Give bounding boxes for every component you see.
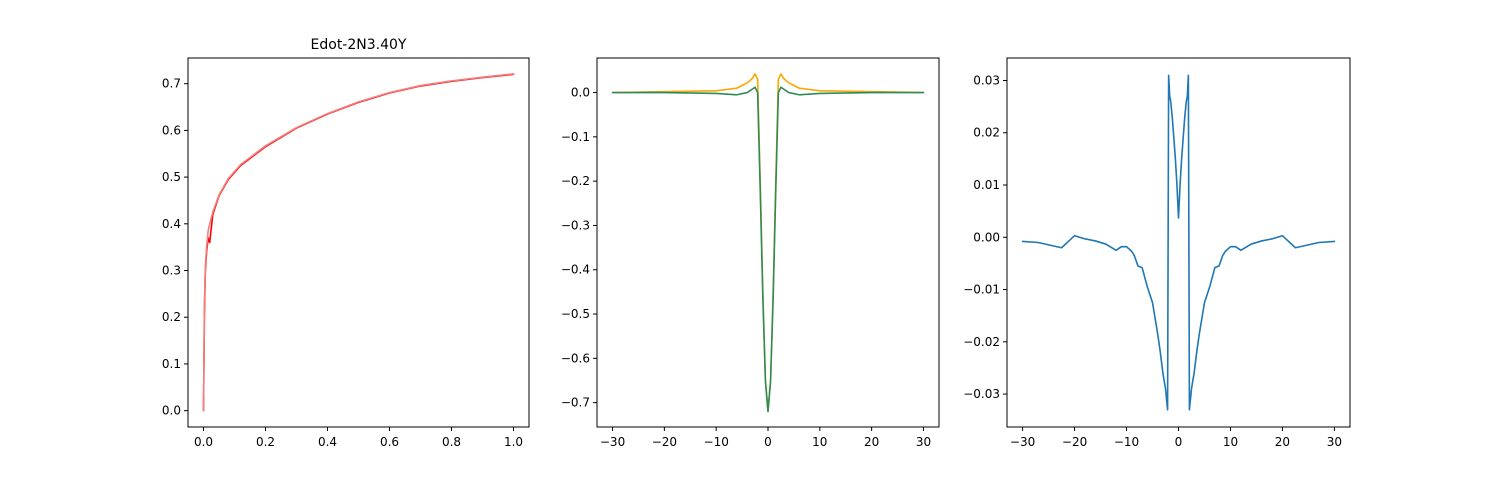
- x-tick-label: −10: [1114, 435, 1139, 449]
- x-tick-label: −10: [704, 435, 729, 449]
- y-tick-label: −0.5: [561, 307, 590, 321]
- y-tick-label: 0.1: [162, 357, 181, 371]
- x-tick-label: 0.8: [442, 435, 461, 449]
- chart-panel-middle: −30 −20 −10 0 10 20 30 0.0 −0.1 −0.2 −0.3 −0.4 −0.5 −…: [561, 57, 940, 449]
- y-tick-label: 0.2: [162, 310, 181, 324]
- x-tick-label: 10: [812, 435, 827, 449]
- y-tick-label: −0.03: [963, 387, 1000, 401]
- plot-frame: [1006, 57, 1351, 428]
- series-line-2: [611, 86, 925, 413]
- x-tick-label: 0: [1175, 435, 1183, 449]
- x-tick-label: 10: [1223, 435, 1238, 449]
- y-tick-label: 0.01: [973, 178, 1000, 192]
- x-tick-label: −20: [652, 435, 677, 449]
- y-tick-label: −0.4: [561, 263, 590, 277]
- x-tick-label: 30: [916, 435, 931, 449]
- x-tick-label: 30: [1327, 435, 1342, 449]
- y-tick-label: −0.2: [561, 174, 590, 188]
- series-line-1: [611, 73, 925, 413]
- series-line-1: [202, 73, 515, 412]
- y-tick-label: 0.5: [162, 170, 181, 184]
- series-line-2: [202, 73, 515, 412]
- plot-frame: [596, 57, 940, 428]
- x-tick-label: 1.0: [504, 435, 523, 449]
- x-tick-label: 0.4: [318, 435, 337, 449]
- y-tick-label: −0.1: [561, 130, 590, 144]
- x-tick-label: 0.2: [256, 435, 275, 449]
- plot-frame: [187, 57, 530, 428]
- x-tick-label: −30: [1010, 435, 1035, 449]
- x-tick-label: 0.0: [194, 435, 213, 449]
- y-tick-label: −0.01: [963, 283, 1000, 297]
- x-tick-label: 0.6: [380, 435, 399, 449]
- y-tick-label: 0.3: [162, 264, 181, 278]
- series-line-1: [1021, 74, 1336, 411]
- x-tick-label: −20: [1062, 435, 1087, 449]
- chart-panel-right: −30 −20 −10 0 10 20 30 0.03 0.02 0.01 0.00 −0.01 −0.…: [963, 57, 1351, 449]
- y-tick-label: 0.6: [162, 123, 181, 137]
- x-tick-label: 20: [1275, 435, 1290, 449]
- y-tick-label: 0.03: [973, 73, 1000, 87]
- y-tick-label: 0.0: [571, 86, 590, 100]
- y-tick-label: −0.02: [963, 335, 1000, 349]
- y-tick-label: 0.7: [162, 77, 181, 91]
- chart-panel-left: 0.0 0.2 0.4 0.6 0.8 1.0 0.0 0.1 0.2 0.3 0.4 0.5 0.6 0…: [162, 37, 530, 449]
- x-tick-label: 20: [864, 435, 879, 449]
- chart-title: Edot-2N3.40Y: [311, 37, 407, 53]
- y-tick-label: 0.02: [973, 126, 1000, 140]
- x-tick-label: −30: [600, 435, 625, 449]
- y-tick-label: −0.7: [561, 396, 590, 410]
- x-tick-label: 0: [764, 435, 772, 449]
- y-tick-label: −0.3: [561, 218, 590, 232]
- y-tick-label: 0.00: [973, 230, 1000, 244]
- y-tick-label: 0.4: [162, 217, 181, 231]
- y-tick-label: −0.6: [561, 351, 590, 365]
- y-tick-label: 0.0: [162, 404, 181, 418]
